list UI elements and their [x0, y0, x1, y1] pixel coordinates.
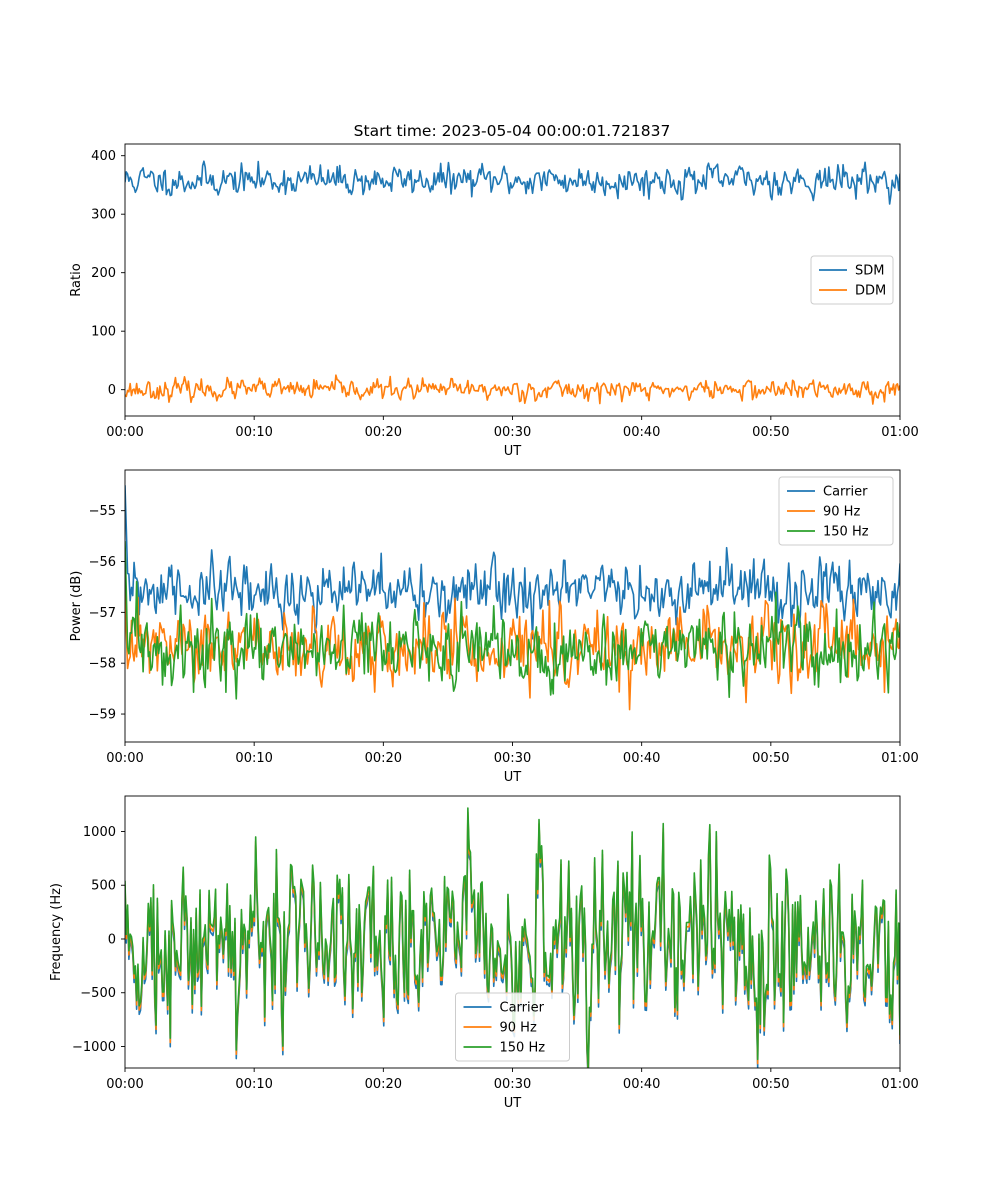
legend-entry: SDM — [855, 264, 884, 279]
y-tick-label: 400 — [91, 149, 116, 164]
subplot-1: 00:00 00:10 00:20 00:30 00:40 00:50 01:00 0 100 2… — [69, 143, 919, 459]
x-axis-label: UT — [504, 770, 522, 785]
x-tick-label: 00:10 — [235, 425, 272, 440]
y-tick-label: −59 — [89, 708, 116, 723]
y-tick-label: 1000 — [83, 825, 116, 840]
subplot-2: 00:00 00:10 00:20 00:30 00:40 00:50 01:00 −59 −5… — [69, 469, 919, 785]
legend-entry: DDM — [855, 284, 886, 299]
x-tick-label: 00:40 — [623, 425, 660, 440]
y-tick-label: −1000 — [72, 1040, 116, 1055]
x-tick-label: 00:30 — [494, 1077, 531, 1092]
x-tick-label: 00:40 — [623, 751, 660, 766]
legend-entry: Carrier — [823, 485, 868, 500]
x-tick-label: 00:10 — [235, 751, 272, 766]
y-tick-label: −500 — [80, 986, 116, 1001]
x-tick-label: 01:00 — [881, 1077, 918, 1092]
legend-box — [455, 992, 570, 1062]
y-tick-label: 500 — [91, 879, 116, 894]
y-axis-label: Power (dB) — [69, 571, 84, 642]
x-tick-label: 00:50 — [752, 1077, 789, 1092]
legend-entry: 150 Hz — [823, 525, 869, 540]
y-tick-label: −57 — [89, 606, 116, 621]
legend-entry: 150 Hz — [500, 1041, 546, 1056]
x-tick-label: 00:00 — [106, 1077, 143, 1092]
legend: SDM DDM — [810, 255, 894, 305]
y-tick-label: −55 — [89, 504, 116, 519]
x-tick-label: 01:00 — [881, 751, 918, 766]
legend: Carrier 90 Hz 150 Hz — [455, 992, 570, 1062]
y-tick-label: 0 — [108, 383, 116, 398]
y-tick-label: 0 — [108, 932, 116, 947]
x-tick-label: 00:40 — [623, 1077, 660, 1092]
x-tick-label: 00:20 — [365, 425, 402, 440]
legend-entry: 90 Hz — [500, 1021, 537, 1036]
y-tick-label: −58 — [89, 657, 116, 672]
legend-entry: Carrier — [500, 1001, 545, 1016]
y-axis-label: Frequency (Hz) — [49, 883, 64, 981]
y-tick-label: 300 — [91, 208, 116, 223]
subplot-3: 00:00 00:10 00:20 00:30 00:40 00:50 01:00 −1000… — [49, 795, 919, 1111]
x-axis-label: UT — [504, 444, 522, 459]
series-line-150-hz — [125, 541, 900, 700]
legend-entry: 90 Hz — [823, 505, 860, 520]
series-line-ddm — [125, 374, 900, 405]
legend-box — [778, 476, 894, 546]
x-tick-label: 00:00 — [106, 425, 143, 440]
y-tick-label: −56 — [89, 555, 116, 570]
series-line-carrier — [125, 485, 900, 640]
x-tick-label: 00:20 — [365, 751, 402, 766]
x-tick-label: 00:20 — [365, 1077, 402, 1092]
y-tick-label: 200 — [91, 266, 116, 281]
x-tick-label: 00:50 — [752, 425, 789, 440]
legend: Carrier 90 Hz 150 Hz — [778, 476, 894, 546]
x-tick-label: 00:50 — [752, 751, 789, 766]
y-axis-label: Ratio — [69, 263, 84, 296]
legend-box — [810, 255, 894, 305]
x-tick-label: 00:30 — [494, 751, 531, 766]
x-tick-label: 00:30 — [494, 425, 531, 440]
series-line-sdm — [125, 160, 900, 205]
figure-title: Start time: 2023-05-04 00:00:01.721837 — [354, 122, 671, 140]
x-tick-label: 01:00 — [881, 425, 918, 440]
x-axis-label: UT — [504, 1096, 522, 1111]
x-tick-label: 00:10 — [235, 1077, 272, 1092]
series-line-90-hz — [125, 551, 900, 711]
x-tick-label: 00:00 — [106, 751, 143, 766]
y-tick-label: 100 — [91, 325, 116, 340]
subplots: 00:00 00:10 00:20 00:30 00:40 00:50 01:00 0 100 2… — [49, 143, 919, 1111]
